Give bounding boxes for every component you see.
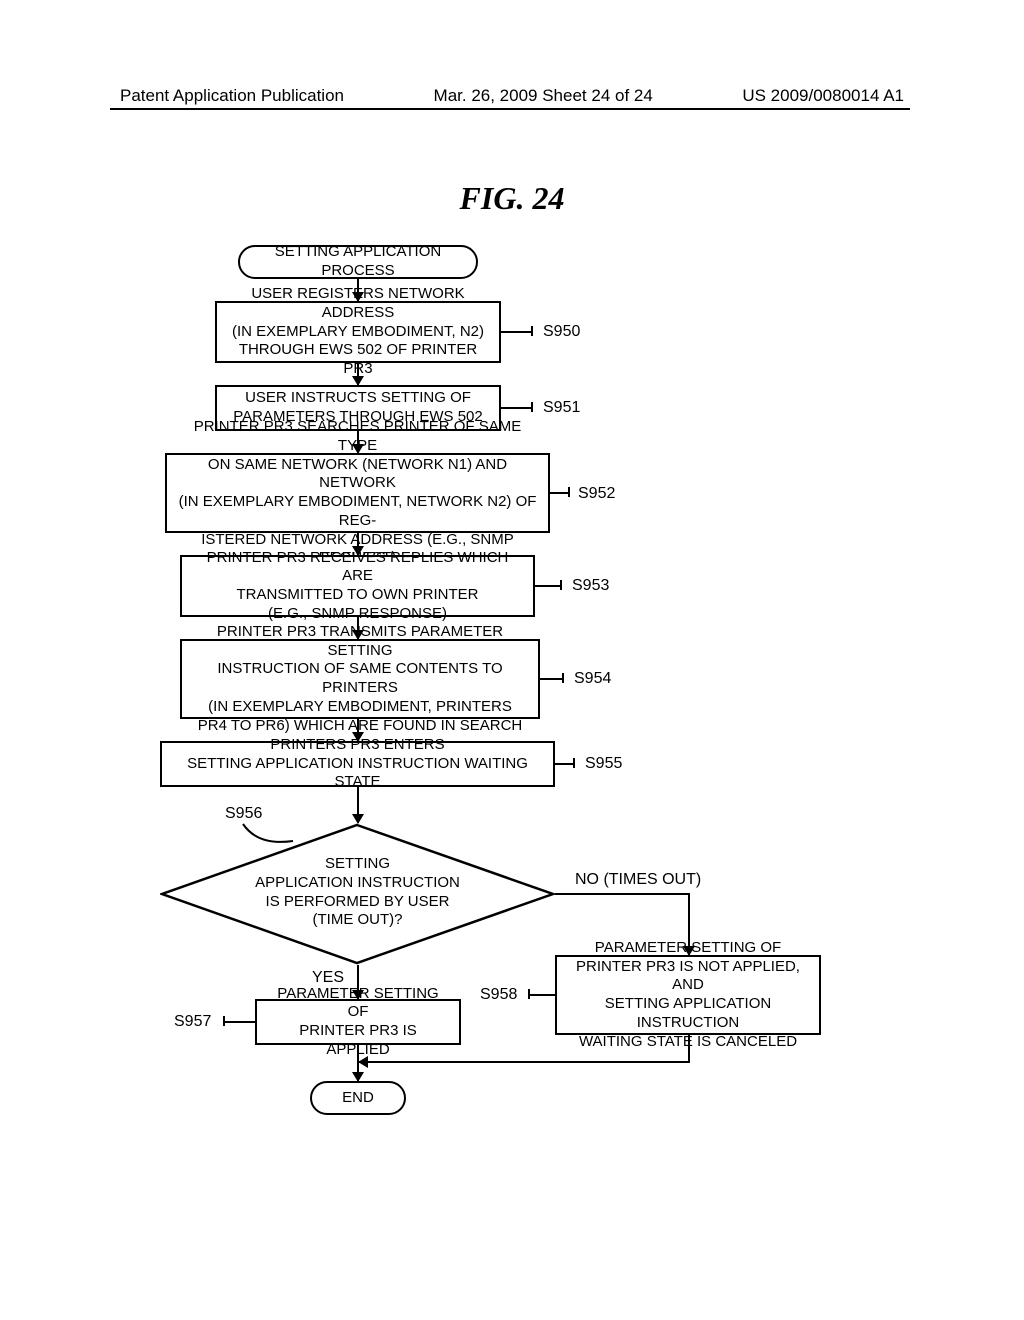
header-rule [110,108,910,110]
connector [550,492,568,494]
node-s957: PARAMETER SETTING OFPRINTER PR3 IS APPLI… [255,999,461,1045]
header-right: US 2009/0080014 A1 [742,86,904,106]
label-s958: S958 [480,986,517,1004]
node-s954-text: PRINTER PR3 TRANSMITS PARAMETER SETTINGI… [192,623,528,736]
flowchart: SETTING APPLICATION PROCESS USER REGISTE… [0,245,1024,1265]
edge-label-no: NO (TIMES OUT) [575,871,701,889]
node-s953-text: PRINTER PR3 RECEIVES REPLIES WHICH ARETR… [192,549,523,624]
node-start: SETTING APPLICATION PROCESS [238,245,478,279]
arrow [357,1045,359,1081]
node-s950: USER REGISTERS NETWORK ADDRESS(IN EXEMPL… [215,301,501,363]
connector [540,678,562,680]
node-s956-text: SETTINGAPPLICATION INSTRUCTIONIS PERFORM… [160,855,555,930]
label-s954: S954 [574,670,611,688]
edge-merge-h [359,1061,690,1063]
header-center: Mar. 26, 2009 Sheet 24 of 24 [434,86,653,106]
arrow [357,787,359,823]
connector [555,763,573,765]
tick [531,402,533,412]
node-s958: PARAMETER SETTING OFPRINTER PR3 IS NOT A… [555,955,821,1035]
connector [501,331,531,333]
tick [562,673,564,683]
label-s957: S957 [174,1013,211,1031]
connector [225,1021,255,1023]
tick [223,1016,225,1026]
tick [568,487,570,497]
node-end: END [310,1081,406,1115]
node-s954: PRINTER PR3 TRANSMITS PARAMETER SETTINGI… [180,639,540,719]
node-s955: PRINTERS PR3 ENTERSSETTING APPLICATION I… [160,741,555,787]
edge-merge-v [688,1035,690,1061]
tick [528,989,530,999]
connector [501,407,531,409]
page-header: Patent Application Publication Mar. 26, … [0,86,1024,106]
label-s953: S953 [572,577,609,595]
connector [530,994,555,996]
label-s951: S951 [543,399,580,417]
edge-no-h [555,893,690,895]
node-end-text: END [342,1089,374,1108]
node-s952: PRINTER PR3 SEARCHES PRINTER OF SAME TYP… [165,453,550,533]
connector [535,585,560,587]
node-s956: SETTINGAPPLICATION INSTRUCTIONIS PERFORM… [160,823,555,965]
tick [531,326,533,336]
node-s955-text: PRINTERS PR3 ENTERSSETTING APPLICATION I… [172,736,543,792]
label-s952: S952 [578,485,615,503]
figure-title: FIG. 24 [0,180,1024,217]
tick [573,758,575,768]
arrow [357,363,359,385]
node-s953: PRINTER PR3 RECEIVES REPLIES WHICH ARETR… [180,555,535,617]
node-start-text: SETTING APPLICATION PROCESS [250,243,466,281]
label-s955: S955 [585,755,622,773]
label-s950: S950 [543,323,580,341]
tick [560,580,562,590]
header-left: Patent Application Publication [120,86,344,106]
